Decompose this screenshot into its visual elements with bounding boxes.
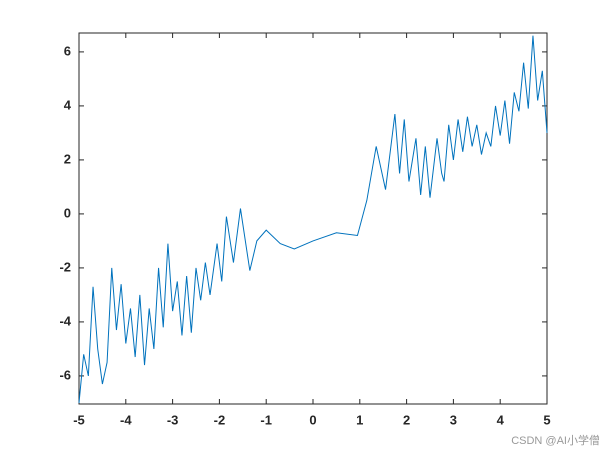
x-tick-label: 3 bbox=[450, 412, 457, 427]
y-tick-label: 2 bbox=[64, 151, 71, 166]
x-tick-label: -1 bbox=[260, 412, 272, 427]
x-tick-label: 5 bbox=[543, 412, 550, 427]
y-tick-label: -2 bbox=[59, 259, 71, 274]
x-tick-label: 2 bbox=[403, 412, 410, 427]
y-tick-label: -6 bbox=[59, 367, 71, 382]
x-tick-label: 0 bbox=[309, 412, 316, 427]
x-tick-label: -5 bbox=[73, 412, 85, 427]
x-tick-label: -2 bbox=[214, 412, 226, 427]
y-tick-label: 6 bbox=[64, 43, 71, 58]
y-tick-label: 4 bbox=[64, 97, 72, 112]
x-tick-label: -3 bbox=[167, 412, 179, 427]
y-tick-label: -4 bbox=[59, 313, 71, 328]
data-line bbox=[78, 35, 548, 403]
y-tick-label: 0 bbox=[64, 205, 71, 220]
watermark: CSDN @AI小学僧 bbox=[511, 433, 600, 447]
x-tick-label: -4 bbox=[120, 412, 132, 427]
plot-area bbox=[78, 32, 548, 405]
x-tick-label: 1 bbox=[356, 412, 363, 427]
x-tick-label: 4 bbox=[497, 412, 505, 427]
